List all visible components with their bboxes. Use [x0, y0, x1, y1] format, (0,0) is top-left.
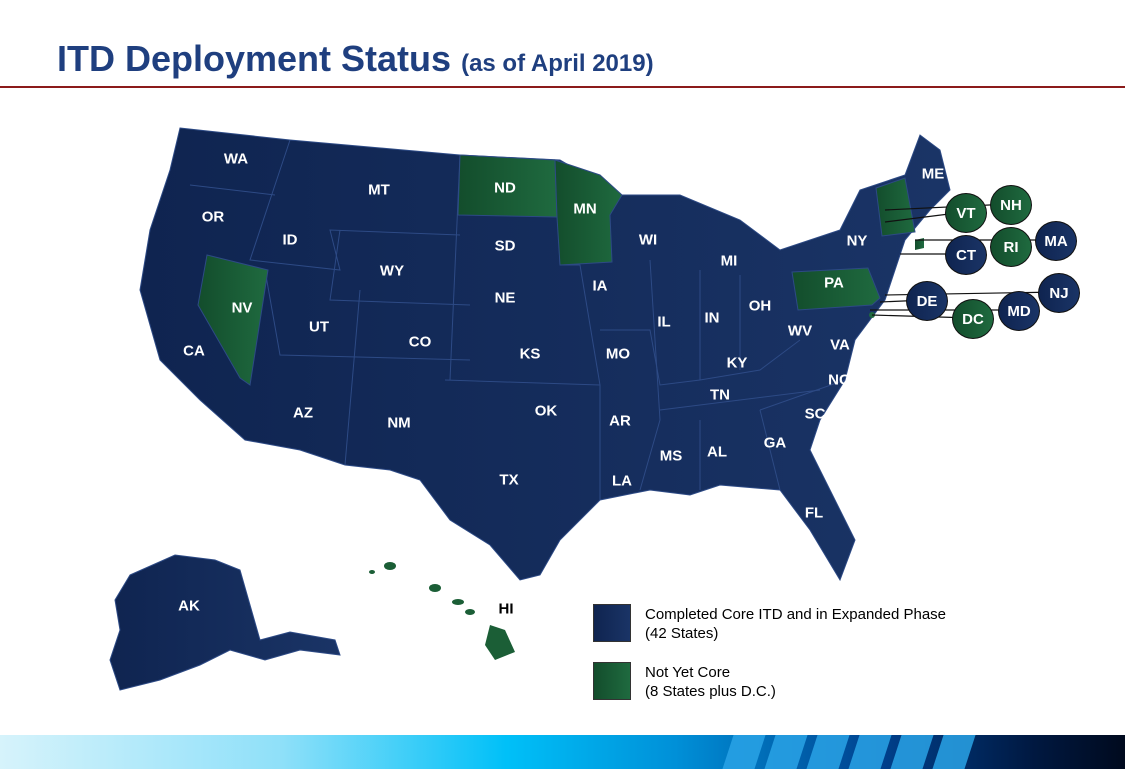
- label-wy: WY: [379, 262, 405, 280]
- label-tx: TX: [499, 471, 519, 489]
- state-ak: [109, 554, 341, 691]
- legend-label-not-yet-core: Not Yet Core (8 States plus D.C.): [645, 663, 776, 701]
- label-ne: NE: [494, 289, 516, 307]
- label-wa: WA: [223, 150, 249, 168]
- legend-label-completed: Completed Core ITD and in Expanded Phase…: [645, 605, 946, 643]
- label-ky: KY: [726, 354, 748, 372]
- callout-ma: MA: [1035, 221, 1077, 261]
- label-mo: MO: [605, 345, 631, 363]
- callout-nh: NH: [990, 185, 1032, 225]
- callout-dc: DC: [952, 299, 994, 339]
- label-ak: AK: [178, 597, 200, 615]
- title-text: ITD Deployment Status: [57, 38, 452, 79]
- state-hi: [369, 562, 515, 660]
- footer-banner: [0, 735, 1125, 769]
- callout-de: DE: [906, 281, 948, 321]
- label-oh: OH: [748, 297, 772, 315]
- legend-line: Completed Core ITD and in Expanded Phase: [645, 606, 947, 623]
- label-la: LA: [612, 472, 632, 490]
- label-wv: WV: [787, 322, 813, 340]
- callout-ri: RI: [990, 227, 1032, 267]
- label-mt: MT: [368, 181, 390, 199]
- state-pa: [791, 267, 881, 311]
- callout-nj: NJ: [1038, 273, 1080, 313]
- label-nd: ND: [494, 179, 516, 197]
- label-nc: NC: [828, 371, 850, 389]
- state-mn: [554, 159, 623, 266]
- legend-count: (8 States plus D.C.): [645, 683, 776, 700]
- label-az: AZ: [293, 404, 313, 422]
- title-divider: [0, 86, 1125, 88]
- legend-swatch-not-yet-core: [593, 662, 631, 700]
- label-me: ME: [921, 165, 945, 183]
- label-ut: UT: [309, 318, 329, 336]
- label-or: OR: [201, 208, 225, 226]
- label-il: IL: [657, 313, 671, 331]
- state-borders: [189, 139, 846, 500]
- label-mn: MN: [573, 200, 597, 218]
- label-co: CO: [408, 333, 432, 351]
- label-hi: HI: [498, 600, 514, 618]
- subtitle-text: (as of April 2019): [461, 50, 654, 77]
- label-ks: KS: [519, 345, 541, 363]
- label-nm: NM: [387, 414, 411, 432]
- state-ri: [915, 238, 924, 250]
- legend-count: (42 States): [645, 625, 719, 642]
- label-ok: OK: [534, 402, 558, 420]
- label-id: ID: [282, 231, 298, 249]
- label-pa: PA: [824, 274, 844, 292]
- label-ca: CA: [183, 342, 205, 360]
- label-in: IN: [704, 309, 720, 327]
- legend-line: Not Yet Core: [645, 664, 731, 681]
- label-nv: NV: [231, 299, 253, 317]
- label-wi: WI: [638, 231, 658, 249]
- label-sc: SC: [804, 405, 826, 423]
- label-tn: TN: [710, 386, 730, 404]
- label-al: AL: [707, 443, 727, 461]
- label-ms: MS: [659, 447, 683, 465]
- label-va: VA: [830, 336, 850, 354]
- label-mi: MI: [720, 252, 738, 270]
- label-ny: NY: [846, 232, 868, 250]
- label-sd: SD: [494, 237, 516, 255]
- legend-swatch-completed: [593, 604, 631, 642]
- callout-md: MD: [998, 291, 1040, 331]
- contiguous-us: [139, 127, 951, 582]
- state-nv: [197, 254, 269, 386]
- label-ar: AR: [609, 412, 631, 430]
- label-ia: IA: [592, 277, 608, 295]
- callout-vt: VT: [945, 193, 987, 233]
- callout-ct: CT: [945, 235, 987, 275]
- page-title: ITD Deployment Status (as of April 2019): [57, 38, 654, 80]
- label-ga: GA: [763, 434, 787, 452]
- label-fl: FL: [804, 504, 824, 522]
